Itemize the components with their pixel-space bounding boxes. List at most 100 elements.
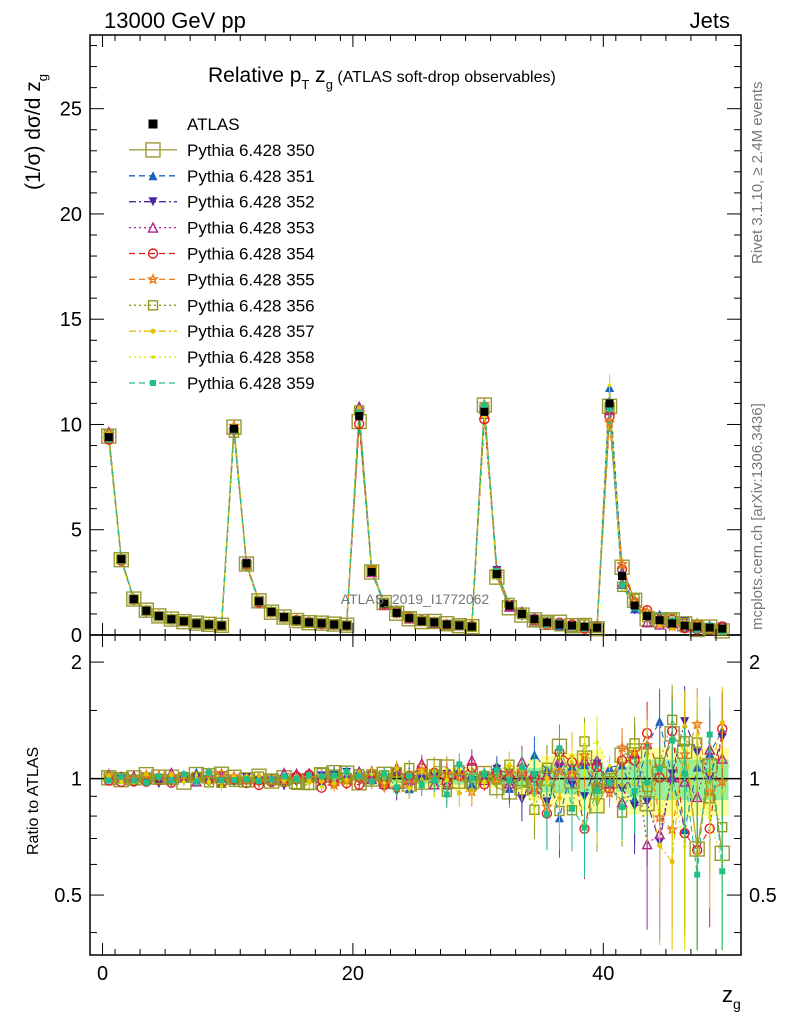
marker-shape <box>154 612 163 621</box>
marker-shape <box>343 768 350 775</box>
atlas-marker <box>280 613 289 622</box>
series-marker <box>151 608 167 624</box>
marker-shape <box>480 407 489 416</box>
series-marker <box>426 613 442 630</box>
series-marker <box>316 617 327 629</box>
marker-shape <box>326 616 342 632</box>
marker-shape <box>641 838 653 850</box>
ratio-marker <box>641 838 653 850</box>
marker-shape <box>507 761 512 766</box>
series-marker <box>616 557 628 570</box>
ratio-marker <box>719 868 726 875</box>
series-marker <box>451 617 468 634</box>
marker-shape <box>506 777 513 784</box>
legend-marker <box>148 197 158 207</box>
ratio-marker <box>180 771 187 778</box>
marker-shape <box>355 412 364 421</box>
series-marker <box>138 602 155 618</box>
marker-shape <box>593 623 602 632</box>
marker-shape <box>138 602 155 618</box>
marker-shape <box>266 774 277 785</box>
marker-shape <box>668 619 677 628</box>
ratio-marker <box>194 773 199 778</box>
marker-shape <box>242 559 251 568</box>
atlas-marker <box>192 619 201 628</box>
series-marker <box>251 593 267 609</box>
atlas-marker <box>643 612 652 621</box>
marker-shape <box>151 608 167 624</box>
marker-shape <box>466 621 478 633</box>
ratio-marker <box>306 772 313 779</box>
atlas-marker <box>705 623 714 632</box>
ratio-marker <box>607 764 612 768</box>
title-main: Relative p <box>208 64 301 87</box>
ratio-marker <box>556 745 563 752</box>
legend-entry: Pythia 6.428 350 <box>129 141 315 160</box>
ratio-markers <box>101 684 730 951</box>
marker-shape <box>430 618 439 627</box>
atlas-marker <box>167 615 176 624</box>
atlas-marker <box>380 599 389 608</box>
x-axis-label-sub: g <box>733 996 741 1012</box>
ratio-marker <box>193 778 200 785</box>
ratio-marker <box>656 766 663 773</box>
marker-shape <box>431 777 438 784</box>
legend-entry: Pythia 6.428 356 <box>129 296 315 315</box>
marker-shape <box>238 556 255 572</box>
legend-marker <box>147 248 159 259</box>
legend-label: Pythia 6.428 354 <box>187 245 315 264</box>
marker-shape <box>104 433 113 442</box>
series-marker <box>153 610 165 622</box>
ratio-marker <box>681 770 688 777</box>
marker-shape <box>481 770 488 777</box>
legend-entry: Pythia 6.428 351 <box>129 167 315 186</box>
ratio-marker <box>518 764 525 771</box>
marker-shape <box>331 772 338 779</box>
marker-shape <box>145 142 161 158</box>
marker-shape <box>328 619 340 630</box>
ratio-marker <box>595 740 599 744</box>
ratio-marker <box>256 777 263 784</box>
marker-shape <box>280 613 289 622</box>
marker-shape <box>142 606 151 615</box>
ratio-marker <box>707 815 712 820</box>
ratio-marker <box>118 773 125 780</box>
marker-shape <box>380 599 389 608</box>
marker-shape <box>266 606 277 618</box>
marker-shape <box>454 619 465 631</box>
marker-shape <box>119 780 124 784</box>
marker-shape <box>618 572 627 581</box>
marker-shape <box>341 620 352 631</box>
marker-shape <box>216 620 227 631</box>
ratio-marker <box>130 777 137 784</box>
atlas-marker <box>718 624 727 633</box>
marker-shape <box>167 615 176 624</box>
ratio-marker <box>506 777 513 784</box>
ratio-marker <box>568 805 575 812</box>
marker-shape <box>669 737 676 744</box>
rivet-version-label: Rivet 3.1.10, ≥ 2.4M events <box>749 82 766 265</box>
marker-shape <box>706 731 713 738</box>
atlas-marker <box>693 622 702 631</box>
marker-shape <box>481 402 488 409</box>
y-tick-label: 10 <box>60 414 82 436</box>
marker-shape <box>606 405 613 412</box>
marker-shape <box>317 619 326 628</box>
y-tick-label: 15 <box>60 309 82 331</box>
ratio-marker <box>368 778 375 785</box>
chart-title: Relative pT zg (ATLAS soft-drop observab… <box>208 64 556 92</box>
legend-entry: Pythia 6.428 358 <box>129 348 315 367</box>
ratio-marker <box>493 767 500 774</box>
legend-entry: Pythia 6.428 357 <box>129 322 315 341</box>
marker-shape <box>406 773 413 780</box>
marker-shape <box>542 618 551 627</box>
marker-shape <box>616 557 628 570</box>
ratio-marker <box>444 779 449 784</box>
ratio-marker <box>507 761 512 766</box>
legend-entry: Pythia 6.428 355 <box>129 270 315 289</box>
marker-shape <box>150 380 156 386</box>
marker-shape <box>531 770 538 777</box>
atlas-marker <box>129 595 138 604</box>
ratio-marker <box>282 778 286 783</box>
ratio-marker <box>407 787 412 792</box>
